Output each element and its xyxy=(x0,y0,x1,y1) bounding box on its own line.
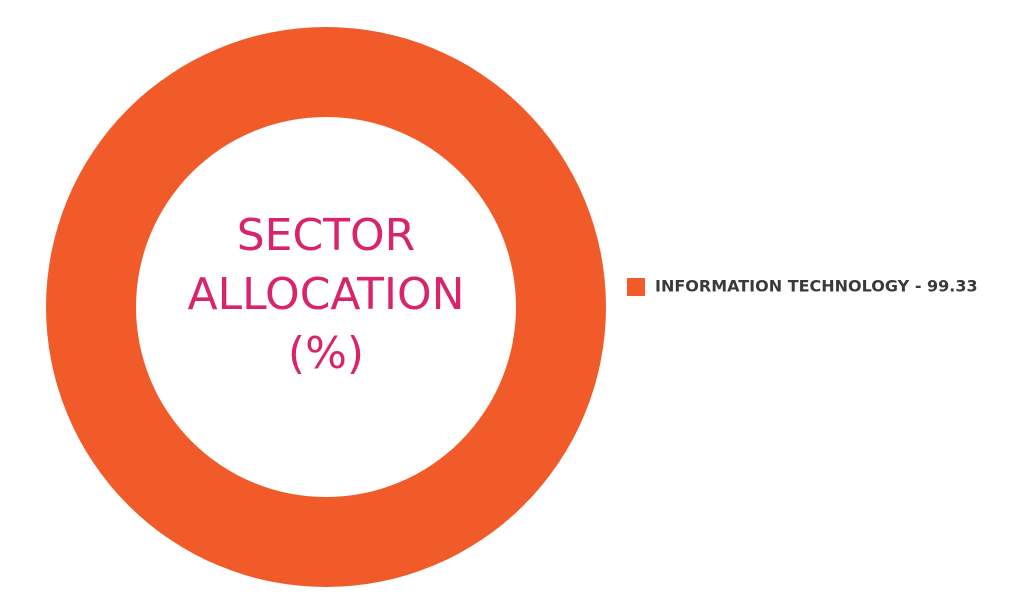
center-title: (%) xyxy=(288,328,364,379)
center-title: SECTOR xyxy=(237,210,416,261)
legend-swatch xyxy=(627,278,645,296)
donut-slice xyxy=(46,27,606,587)
legend-label: INFORMATION TECHNOLOGY - 99.33 xyxy=(655,277,978,296)
center-title: ALLOCATION xyxy=(188,269,465,320)
